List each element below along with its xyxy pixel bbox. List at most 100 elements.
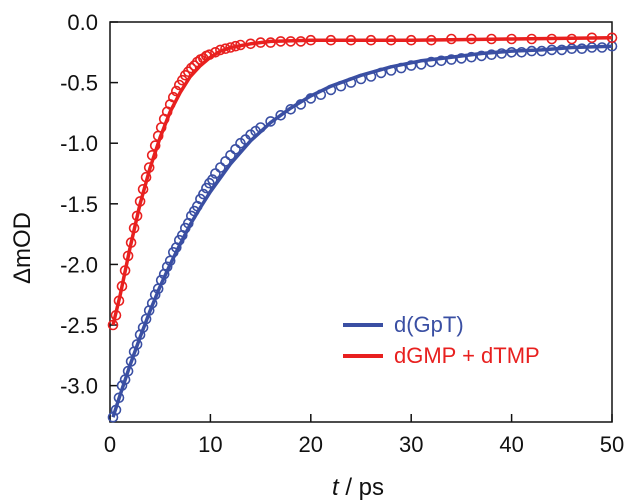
data-point-series-1	[546, 33, 558, 45]
data-point-series-1	[365, 34, 377, 46]
data-point-series-0	[596, 42, 608, 53]
data-point-series-1	[110, 309, 122, 321]
data-point-series-0	[446, 54, 457, 65]
data-point-series-0	[516, 46, 527, 58]
legend: d(GpT) dGMP + dTMP	[343, 312, 540, 368]
x-axis-title: t / ps	[332, 474, 384, 501]
data-point-series-1	[140, 171, 152, 183]
x-tick-label: 10	[198, 432, 222, 457]
x-axis-title-variable: t	[332, 474, 340, 501]
data-point-series-0	[536, 45, 548, 57]
y-tick-label: -1.0	[60, 131, 98, 156]
data-point-series-0	[315, 89, 327, 100]
data-point-series-1	[405, 34, 417, 46]
x-tick-label: 50	[600, 432, 624, 457]
data-point-series-1	[146, 150, 158, 161]
data-point-series-0	[456, 53, 467, 64]
y-tick-label: -2.5	[60, 313, 98, 338]
data-point-series-0	[285, 104, 297, 115]
data-point-series-1	[466, 33, 477, 45]
data-point-series-0	[476, 50, 487, 62]
data-point-series-1	[275, 36, 287, 47]
data-point-series-1	[265, 37, 276, 48]
data-point-series-1	[149, 140, 161, 151]
data-point-series-0	[220, 156, 231, 167]
data-point-series-0	[355, 73, 367, 85]
y-tick-label: -3.0	[60, 374, 98, 399]
legend-label-gpt: d(GpT)	[394, 312, 464, 337]
data-point-series-0	[149, 289, 161, 301]
data-point-series-1	[143, 162, 155, 173]
data-point-series-1	[168, 91, 179, 103]
data-point-series-0	[131, 339, 143, 350]
data-point-series-0	[526, 45, 538, 57]
data-point-series-1	[113, 295, 125, 307]
data-point-series-1	[285, 36, 297, 47]
data-point-series-1	[486, 33, 497, 45]
data-point-series-0	[325, 84, 337, 96]
data-point-series-0	[161, 261, 173, 273]
plot-frame	[109, 21, 613, 423]
data-point-series-1	[137, 184, 149, 195]
data-point-series-0	[496, 48, 507, 59]
data-point-series-1	[131, 210, 143, 222]
data-point-series-0	[365, 71, 377, 82]
data-point-series-0	[198, 188, 209, 200]
data-point-series-0	[215, 162, 226, 173]
x-tick-label: 20	[299, 432, 323, 457]
data-point-series-1	[215, 44, 226, 56]
data-point-series-0	[425, 56, 437, 68]
data-point-series-1	[526, 33, 538, 45]
data-point-series-1	[325, 34, 337, 46]
data-point-series-0	[335, 80, 347, 92]
data-point-series-1	[506, 33, 517, 45]
y-tick-label: -0.5	[60, 71, 98, 96]
data-point-series-1	[220, 43, 231, 55]
data-point-series-0	[506, 46, 517, 58]
x-axis-title-unit: / ps	[339, 474, 384, 501]
fit-line-series-1	[111, 36, 613, 326]
data-point-series-1	[122, 250, 134, 262]
data-point-series-0	[295, 99, 307, 110]
data-point-series-0	[305, 93, 317, 104]
y-tick-label: -2.0	[60, 252, 98, 277]
data-point-series-0	[116, 380, 128, 391]
data-point-series-0	[435, 55, 447, 67]
data-point-series-1	[134, 196, 146, 207]
data-point-series-0	[486, 49, 497, 61]
data-point-series-0	[110, 404, 122, 416]
data-point-series-1	[586, 32, 598, 44]
data-point-series-1	[345, 34, 357, 46]
data-point-series-1	[171, 85, 182, 97]
data-point-series-0	[155, 274, 167, 286]
data-point-series-0	[556, 44, 568, 56]
data-point-series-1	[305, 34, 317, 46]
x-tick-label: 40	[499, 432, 523, 457]
data-point-series-1	[107, 319, 119, 331]
data-point-series-1	[295, 36, 307, 47]
data-point-series-0	[207, 174, 218, 185]
data-point-series-1	[116, 280, 128, 292]
data-point-series-0	[225, 150, 236, 161]
data-point-series-0	[375, 67, 387, 79]
data-point-series-1	[210, 46, 221, 58]
data-point-series-1	[425, 34, 437, 46]
data-point-series-1	[606, 32, 618, 44]
data-point-series-0	[415, 59, 427, 70]
data-point-series-0	[255, 122, 266, 133]
y-tick-label: -1.5	[60, 192, 98, 217]
y-axis-title: ΔmOD	[9, 212, 36, 284]
data-point-series-1	[245, 38, 256, 50]
data-point-series-0	[466, 51, 477, 63]
data-point-series-1	[186, 62, 197, 74]
data-point-series-0	[395, 62, 407, 74]
data-point-series-0	[265, 116, 276, 127]
data-point-series-0	[113, 392, 125, 404]
data-point-series-0	[345, 77, 357, 88]
data-point-series-0	[405, 60, 417, 71]
data-point-series-1	[125, 237, 137, 248]
axes	[109, 21, 613, 423]
data-point-series-1	[385, 34, 397, 46]
ticks: 0 10 20 30 40 50 0.0 -0.5 -1.0 -1.5 -2.0 -2.5 -3.0	[60, 10, 624, 457]
